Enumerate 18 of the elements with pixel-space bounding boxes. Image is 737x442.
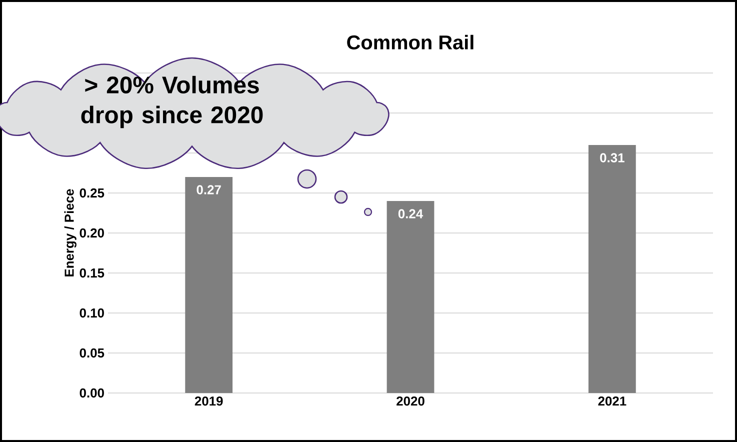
y-tick-label: 0.05	[80, 348, 104, 358]
y-tick-label: 0.10	[80, 308, 104, 318]
data-label: 0.24	[398, 209, 424, 218]
bar	[386, 200, 434, 393]
x-tick-label: 2020	[396, 396, 424, 406]
data-label: 0.31	[600, 153, 624, 162]
data-label: 0.27	[196, 185, 221, 194]
x-tick-label: 2019	[194, 396, 223, 406]
y-tick-label: 0.00	[80, 388, 104, 398]
y-tick-label: 0.15	[80, 268, 104, 278]
y-axis-title: Energy / Piece	[64, 189, 76, 276]
y-tick-label: 0.20	[80, 228, 104, 238]
bar	[588, 144, 636, 393]
annotation: > 20% Volumes drop since 2020	[81, 76, 263, 128]
bar	[185, 176, 233, 393]
chart-title: Common Rail	[347, 34, 474, 50]
x-tick-label: 2021	[598, 396, 626, 406]
y-tick-label: 0.25	[80, 188, 104, 198]
